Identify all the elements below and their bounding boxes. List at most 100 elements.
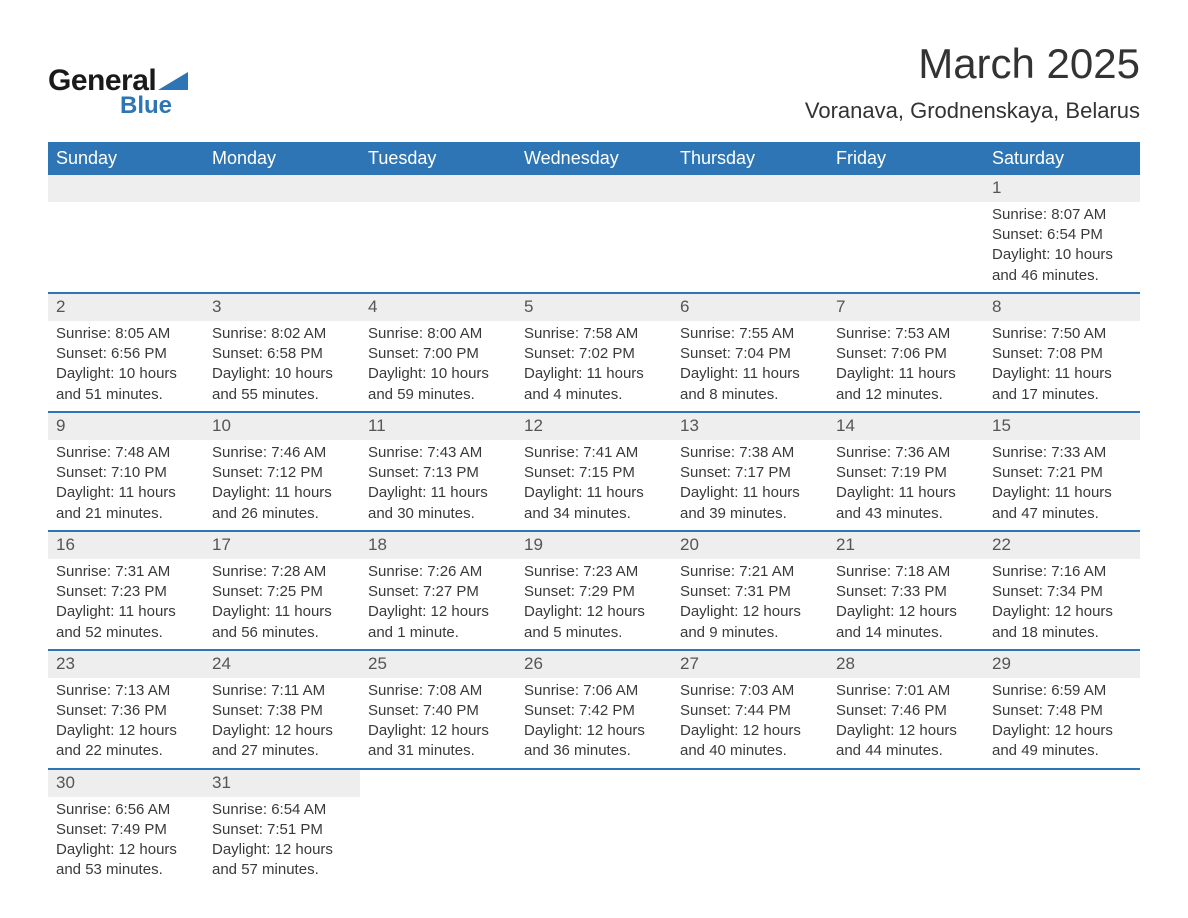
day-number: 5 xyxy=(516,294,672,321)
day-number: 4 xyxy=(360,294,516,321)
day-number: 23 xyxy=(48,651,204,678)
day-details: Sunrise: 7:13 AMSunset: 7:36 PMDaylight:… xyxy=(48,678,204,768)
sunset-text: Sunset: 7:33 PM xyxy=(836,582,976,602)
calendar-cell: 7Sunrise: 7:53 AMSunset: 7:06 PMDaylight… xyxy=(828,293,984,412)
calendar-cell: 26Sunrise: 7:06 AMSunset: 7:42 PMDayligh… xyxy=(516,650,672,769)
sunset-text: Sunset: 7:27 PM xyxy=(368,582,508,602)
sunrise-text: Sunrise: 7:33 AM xyxy=(992,443,1132,463)
calendar-cell xyxy=(204,175,360,293)
day-details: Sunrise: 7:06 AMSunset: 7:42 PMDaylight:… xyxy=(516,678,672,768)
daylight-text: Daylight: 11 hours and 43 minutes. xyxy=(836,483,976,524)
calendar-week-row: 30Sunrise: 6:56 AMSunset: 7:49 PMDayligh… xyxy=(48,769,1140,887)
calendar-cell: 5Sunrise: 7:58 AMSunset: 7:02 PMDaylight… xyxy=(516,293,672,412)
calendar-cell: 10Sunrise: 7:46 AMSunset: 7:12 PMDayligh… xyxy=(204,412,360,531)
calendar-cell xyxy=(360,175,516,293)
day-number: 16 xyxy=(48,532,204,559)
daylight-text: Daylight: 12 hours and 27 minutes. xyxy=(212,721,352,762)
weekday-header-row: Sunday Monday Tuesday Wednesday Thursday… xyxy=(48,142,1140,175)
calendar-cell: 20Sunrise: 7:21 AMSunset: 7:31 PMDayligh… xyxy=(672,531,828,650)
sunrise-text: Sunrise: 7:06 AM xyxy=(524,681,664,701)
location-subtitle: Voranava, Grodnenskaya, Belarus xyxy=(805,98,1140,124)
daylight-text: Daylight: 10 hours and 46 minutes. xyxy=(992,245,1132,286)
calendar-cell: 23Sunrise: 7:13 AMSunset: 7:36 PMDayligh… xyxy=(48,650,204,769)
sunrise-text: Sunrise: 7:41 AM xyxy=(524,443,664,463)
day-number: 1 xyxy=(984,175,1140,202)
sunrise-text: Sunrise: 8:07 AM xyxy=(992,205,1132,225)
sunset-text: Sunset: 7:00 PM xyxy=(368,344,508,364)
weekday-header: Tuesday xyxy=(360,142,516,175)
day-number: 20 xyxy=(672,532,828,559)
title-block: March 2025 Voranava, Grodnenskaya, Belar… xyxy=(805,40,1140,124)
calendar-cell: 18Sunrise: 7:26 AMSunset: 7:27 PMDayligh… xyxy=(360,531,516,650)
sunset-text: Sunset: 7:34 PM xyxy=(992,582,1132,602)
weekday-header: Wednesday xyxy=(516,142,672,175)
day-number: 24 xyxy=(204,651,360,678)
daylight-text: Daylight: 11 hours and 56 minutes. xyxy=(212,602,352,643)
day-details: Sunrise: 7:58 AMSunset: 7:02 PMDaylight:… xyxy=(516,321,672,411)
sunset-text: Sunset: 7:12 PM xyxy=(212,463,352,483)
logo: General Blue xyxy=(48,64,188,120)
day-details: Sunrise: 8:00 AMSunset: 7:00 PMDaylight:… xyxy=(360,321,516,411)
day-number: 3 xyxy=(204,294,360,321)
day-number: 21 xyxy=(828,532,984,559)
sunrise-text: Sunrise: 7:36 AM xyxy=(836,443,976,463)
logo-triangle-icon xyxy=(158,68,188,95)
sunrise-text: Sunrise: 7:18 AM xyxy=(836,562,976,582)
sunset-text: Sunset: 7:04 PM xyxy=(680,344,820,364)
day-number: 17 xyxy=(204,532,360,559)
sunset-text: Sunset: 7:17 PM xyxy=(680,463,820,483)
calendar-week-row: 2Sunrise: 8:05 AMSunset: 6:56 PMDaylight… xyxy=(48,293,1140,412)
calendar-cell: 4Sunrise: 8:00 AMSunset: 7:00 PMDaylight… xyxy=(360,293,516,412)
sunrise-text: Sunrise: 6:59 AM xyxy=(992,681,1132,701)
day-number: 29 xyxy=(984,651,1140,678)
calendar-cell: 1Sunrise: 8:07 AMSunset: 6:54 PMDaylight… xyxy=(984,175,1140,293)
sunrise-text: Sunrise: 8:05 AM xyxy=(56,324,196,344)
calendar-table: Sunday Monday Tuesday Wednesday Thursday… xyxy=(48,142,1140,887)
sunrise-text: Sunrise: 7:13 AM xyxy=(56,681,196,701)
daylight-text: Daylight: 11 hours and 4 minutes. xyxy=(524,364,664,405)
day-details: Sunrise: 7:28 AMSunset: 7:25 PMDaylight:… xyxy=(204,559,360,649)
day-number: 18 xyxy=(360,532,516,559)
day-details: Sunrise: 6:56 AMSunset: 7:49 PMDaylight:… xyxy=(48,797,204,887)
sunrise-text: Sunrise: 7:03 AM xyxy=(680,681,820,701)
page-header: General Blue March 2025 Voranava, Grodne… xyxy=(48,40,1140,124)
day-number: 22 xyxy=(984,532,1140,559)
day-number: 26 xyxy=(516,651,672,678)
sunrise-text: Sunrise: 8:00 AM xyxy=(368,324,508,344)
calendar-week-row: 23Sunrise: 7:13 AMSunset: 7:36 PMDayligh… xyxy=(48,650,1140,769)
weekday-header: Friday xyxy=(828,142,984,175)
calendar-cell: 22Sunrise: 7:16 AMSunset: 7:34 PMDayligh… xyxy=(984,531,1140,650)
sunset-text: Sunset: 6:54 PM xyxy=(992,225,1132,245)
day-details: Sunrise: 7:33 AMSunset: 7:21 PMDaylight:… xyxy=(984,440,1140,530)
day-details: Sunrise: 7:08 AMSunset: 7:40 PMDaylight:… xyxy=(360,678,516,768)
sunset-text: Sunset: 7:02 PM xyxy=(524,344,664,364)
calendar-cell: 29Sunrise: 6:59 AMSunset: 7:48 PMDayligh… xyxy=(984,650,1140,769)
sunrise-text: Sunrise: 7:08 AM xyxy=(368,681,508,701)
sunrise-text: Sunrise: 7:11 AM xyxy=(212,681,352,701)
weekday-header: Sunday xyxy=(48,142,204,175)
calendar-cell: 30Sunrise: 6:56 AMSunset: 7:49 PMDayligh… xyxy=(48,769,204,887)
daylight-text: Daylight: 12 hours and 18 minutes. xyxy=(992,602,1132,643)
day-details: Sunrise: 8:07 AMSunset: 6:54 PMDaylight:… xyxy=(984,202,1140,292)
sunset-text: Sunset: 7:23 PM xyxy=(56,582,196,602)
sunset-text: Sunset: 7:10 PM xyxy=(56,463,196,483)
calendar-cell xyxy=(984,769,1140,887)
day-details: Sunrise: 7:46 AMSunset: 7:12 PMDaylight:… xyxy=(204,440,360,530)
empty-day xyxy=(828,175,984,202)
day-details: Sunrise: 7:16 AMSunset: 7:34 PMDaylight:… xyxy=(984,559,1140,649)
day-number: 14 xyxy=(828,413,984,440)
day-number: 9 xyxy=(48,413,204,440)
calendar-cell: 2Sunrise: 8:05 AMSunset: 6:56 PMDaylight… xyxy=(48,293,204,412)
calendar-cell xyxy=(48,175,204,293)
day-details: Sunrise: 7:31 AMSunset: 7:23 PMDaylight:… xyxy=(48,559,204,649)
empty-day xyxy=(360,175,516,202)
day-number: 2 xyxy=(48,294,204,321)
sunset-text: Sunset: 7:19 PM xyxy=(836,463,976,483)
calendar-cell: 9Sunrise: 7:48 AMSunset: 7:10 PMDaylight… xyxy=(48,412,204,531)
sunset-text: Sunset: 7:13 PM xyxy=(368,463,508,483)
day-number: 7 xyxy=(828,294,984,321)
day-number: 25 xyxy=(360,651,516,678)
weekday-header: Monday xyxy=(204,142,360,175)
day-number: 12 xyxy=(516,413,672,440)
day-number: 27 xyxy=(672,651,828,678)
